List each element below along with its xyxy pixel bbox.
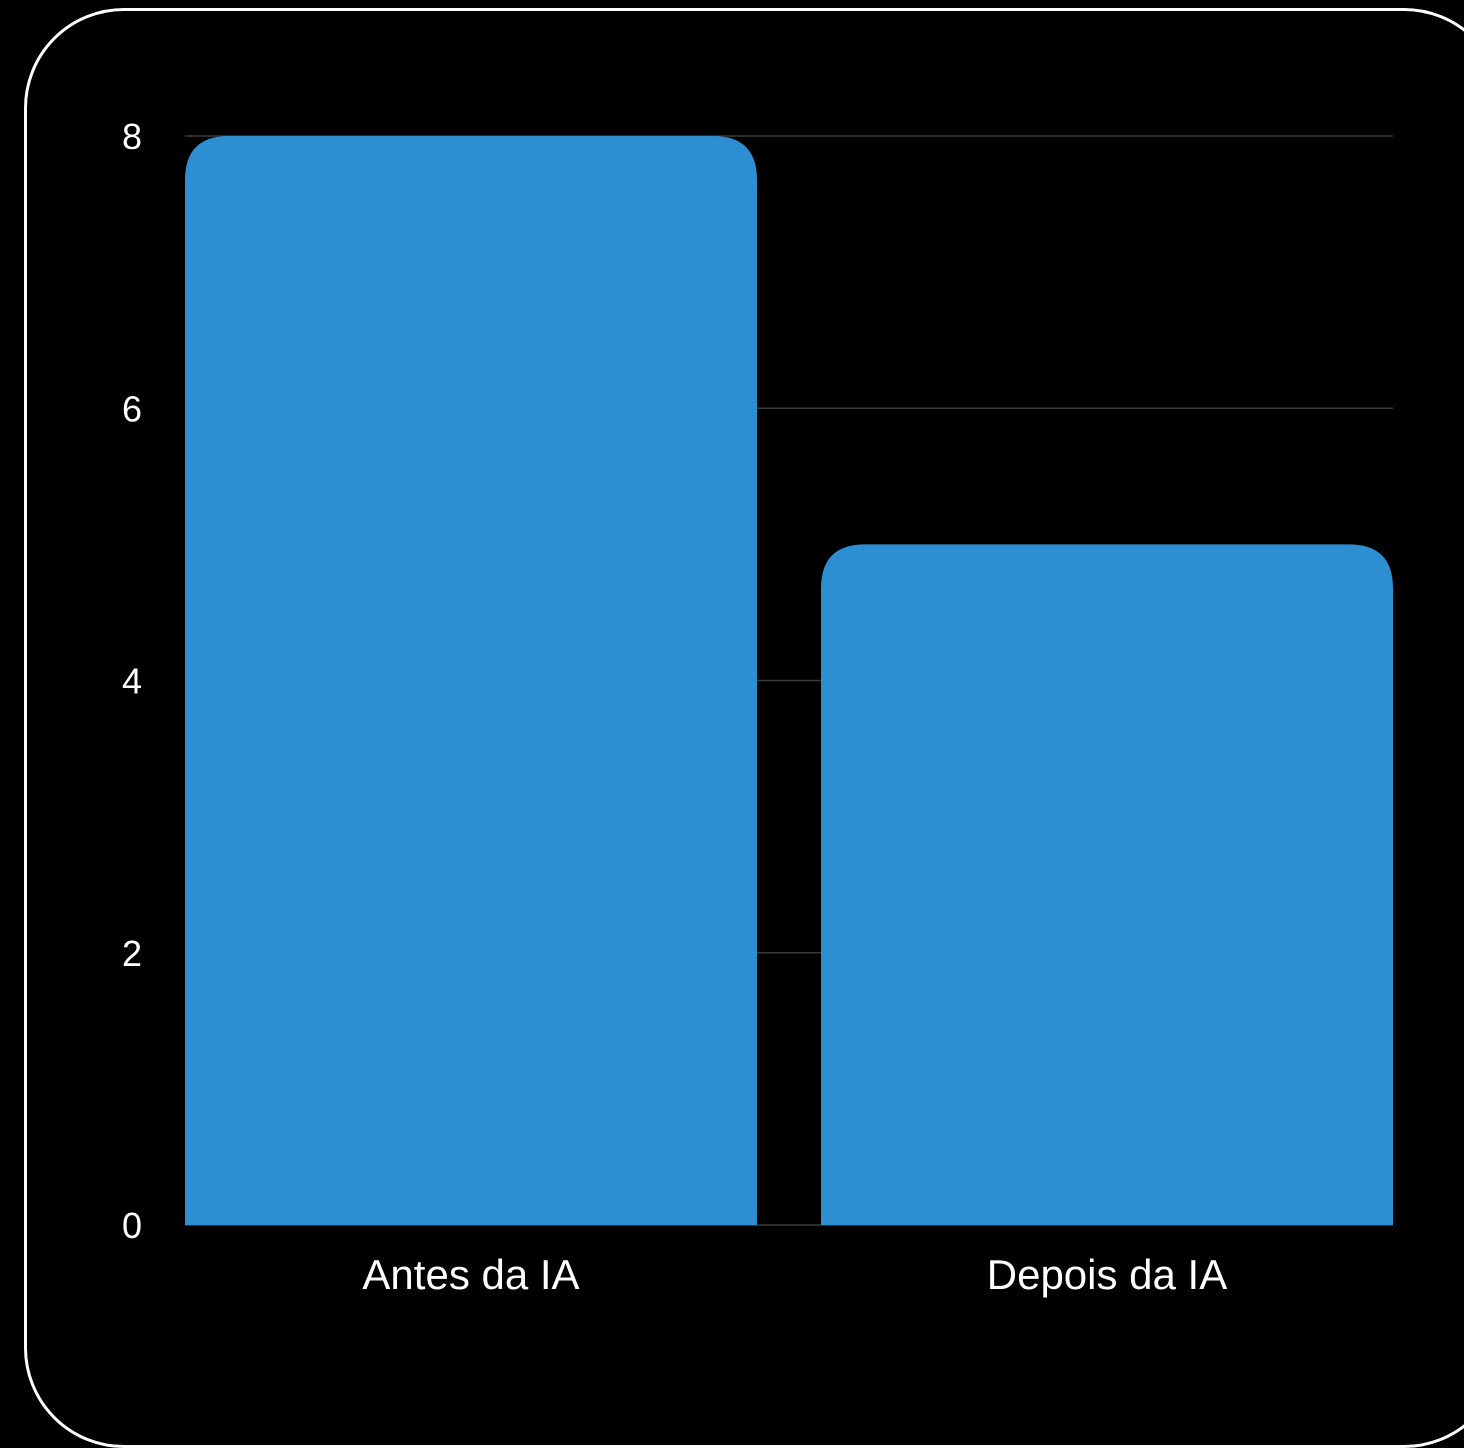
y-axis-ticks: 0 2 4 6 8 xyxy=(122,116,142,1246)
bar-1 xyxy=(185,136,757,1225)
y-tick-label: 2 xyxy=(122,933,142,974)
y-tick-label: 8 xyxy=(122,116,142,157)
bar-2 xyxy=(821,544,1393,1225)
y-tick-label: 0 xyxy=(122,1205,142,1246)
y-tick-label: 4 xyxy=(122,661,142,702)
bars xyxy=(185,136,1393,1225)
x-tick-label: Depois da IA xyxy=(987,1251,1227,1298)
y-tick-label: 6 xyxy=(122,388,142,429)
x-tick-label: Antes da IA xyxy=(362,1251,579,1298)
x-axis-labels: Antes da IA Depois da IA xyxy=(362,1251,1227,1298)
